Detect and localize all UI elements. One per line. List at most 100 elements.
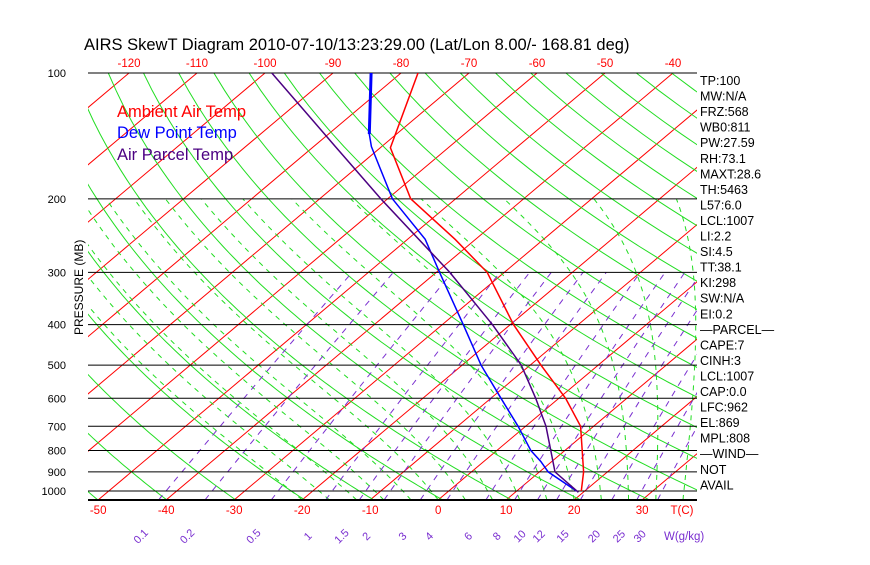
bottom-temp-tick-label: -10 bbox=[362, 505, 379, 517]
moist-adiabat-line bbox=[81, 199, 384, 500]
moist-adiabat-line bbox=[58, 199, 357, 500]
pressure-tick-label: 600 bbox=[48, 393, 66, 405]
top-temp-tick-label: -120 bbox=[117, 58, 140, 70]
top-temp-tick-label: -80 bbox=[393, 58, 410, 70]
pressure-tick-label: 800 bbox=[48, 445, 66, 457]
moist-adiabat-line bbox=[292, 199, 547, 500]
isotherm-line bbox=[778, 73, 870, 500]
index-label: WB0:811 bbox=[700, 121, 751, 135]
bottom-temp-tick-label: 10 bbox=[500, 505, 513, 517]
index-label: SI:4.5 bbox=[700, 245, 733, 259]
chart-title: AIRS SkewT Diagram 2010-07-10/13:23:29.0… bbox=[84, 36, 629, 54]
index-label: LCL:1007 bbox=[700, 369, 754, 383]
bottom-temp-tick-label: -30 bbox=[226, 505, 243, 517]
isotherm-line bbox=[642, 73, 870, 500]
mixing-ratio-tick-label: 6 bbox=[462, 530, 475, 543]
mixing-ratio-tick-label: 15 bbox=[555, 528, 572, 545]
dry-adiabat-line bbox=[742, 73, 870, 500]
top-temp-tick-label: -100 bbox=[253, 58, 276, 70]
moist-adiabat-line bbox=[421, 199, 601, 500]
index-label: TH:5463 bbox=[700, 183, 748, 197]
mixing-ratio-tick-label: 3 bbox=[397, 530, 410, 543]
index-label: LI:2.2 bbox=[700, 230, 731, 244]
index-label: —PARCEL— bbox=[700, 323, 775, 337]
moist-adiabat-line bbox=[201, 199, 492, 500]
index-label: —WIND— bbox=[700, 447, 759, 461]
mixing-ratio-line bbox=[486, 272, 640, 500]
pressure-tick-label: 100 bbox=[48, 68, 66, 80]
moist-adiabat-line bbox=[243, 199, 520, 500]
dew-point-upper-segment bbox=[369, 73, 371, 134]
legend-air-parcel-temp: Air Parcel Temp bbox=[117, 146, 233, 164]
index-label: CAP:0.0 bbox=[700, 385, 747, 399]
dew-point-temp-line bbox=[369, 73, 576, 491]
ambient-air-temp-line bbox=[390, 73, 583, 491]
top-temp-tick-label: -70 bbox=[461, 58, 478, 70]
stability-indices: TP:100MW:N/AFRZ:568WB0:811PW:27.59RH:73.… bbox=[700, 74, 775, 492]
dry-adiabat-line bbox=[496, 73, 870, 500]
mixing-ratio-tick-label: 4 bbox=[423, 530, 436, 543]
mixing-ratio-tick-label: 0.1 bbox=[132, 527, 151, 546]
isotherm-line bbox=[0, 73, 129, 500]
top-temp-tick-label: -90 bbox=[325, 58, 342, 70]
pressure-tick-label: 200 bbox=[48, 194, 66, 206]
index-label: RH:73.1 bbox=[700, 152, 746, 166]
moist-adiabat-line bbox=[165, 199, 465, 500]
index-label: L57:6.0 bbox=[700, 198, 742, 212]
moist-adiabat-line bbox=[351, 199, 575, 500]
legend-ambient-air-temp: Ambient Air Temp bbox=[117, 103, 246, 121]
pressure-tick-label: 500 bbox=[48, 360, 66, 372]
isotherm-line bbox=[438, 73, 870, 500]
index-label: TT:38.1 bbox=[700, 261, 742, 275]
top-temp-tick-label: -110 bbox=[186, 58, 208, 70]
index-label: FRZ:568 bbox=[700, 105, 749, 119]
index-label: MAXT:28.6 bbox=[700, 167, 761, 181]
pressure-tick-label: 900 bbox=[48, 467, 66, 479]
pressure-tick-label: 300 bbox=[48, 267, 66, 279]
mixing-ratio-tick-label: 10 bbox=[512, 528, 529, 545]
index-label: EL:869 bbox=[700, 416, 740, 430]
mixing-ratio-tick-label: 25 bbox=[611, 528, 628, 545]
moist-adiabat-line bbox=[676, 199, 695, 500]
bottom-temp-tick-label: 0 bbox=[435, 505, 441, 517]
isotherm-line bbox=[0, 73, 61, 500]
index-label: KI:298 bbox=[700, 276, 736, 290]
index-label: AVAIL bbox=[700, 478, 734, 492]
mixing-ratio-tick-label: 30 bbox=[632, 528, 649, 545]
mixing-ratio-tick-label: 0.5 bbox=[244, 527, 263, 546]
index-label: MPL:808 bbox=[700, 432, 750, 446]
bottom-temp-tick-label: 20 bbox=[568, 505, 581, 517]
isotherm-line bbox=[166, 73, 673, 500]
mixing-ratio-tick-label: 1 bbox=[302, 530, 315, 543]
bottom-temp-tick-label: 30 bbox=[636, 505, 649, 517]
index-label: CAPE:7 bbox=[700, 338, 745, 352]
bottom-temp-tick-label: -40 bbox=[158, 505, 175, 517]
bottom-temp-tick-label: -20 bbox=[294, 505, 311, 517]
index-label: EI:0.2 bbox=[700, 307, 733, 321]
index-label: SW:N/A bbox=[700, 292, 745, 306]
index-label: CINH:3 bbox=[700, 354, 741, 368]
top-temp-tick-label: -40 bbox=[665, 58, 682, 70]
mixing-ratio-tick-label: 2 bbox=[360, 530, 373, 543]
mixing-ratio-tick-label: 0.2 bbox=[178, 527, 197, 546]
mixing-ratio-tick-label: 8 bbox=[491, 530, 504, 543]
index-label: LCL:1007 bbox=[700, 214, 754, 228]
mixing-ratio-line bbox=[326, 272, 500, 500]
legend-dew-point-temp: Dew Point Temp bbox=[117, 124, 237, 142]
isotherm-line bbox=[506, 73, 870, 500]
index-label: TP:100 bbox=[700, 74, 740, 88]
legend: Ambient Air Temp Dew Point Temp Air Parc… bbox=[117, 103, 246, 164]
bottom-temp-tick-label: -50 bbox=[90, 505, 107, 517]
pressure-tick-label: 1000 bbox=[42, 486, 66, 498]
mixing-ratio-tick-label: 20 bbox=[586, 528, 603, 545]
top-temp-tick-label: -60 bbox=[529, 58, 546, 70]
x-axis-label: T(C) bbox=[671, 505, 694, 517]
index-label: PW:27.59 bbox=[700, 136, 755, 150]
mixing-ratio-axis-label: W(g/kg) bbox=[664, 531, 704, 543]
pressure-tick-label: 700 bbox=[48, 421, 66, 433]
dry-adiabat-line bbox=[355, 73, 870, 500]
top-temp-tick-label: -50 bbox=[597, 58, 614, 70]
dry-adiabat-line bbox=[179, 73, 719, 500]
mixing-ratio-line bbox=[557, 272, 702, 500]
